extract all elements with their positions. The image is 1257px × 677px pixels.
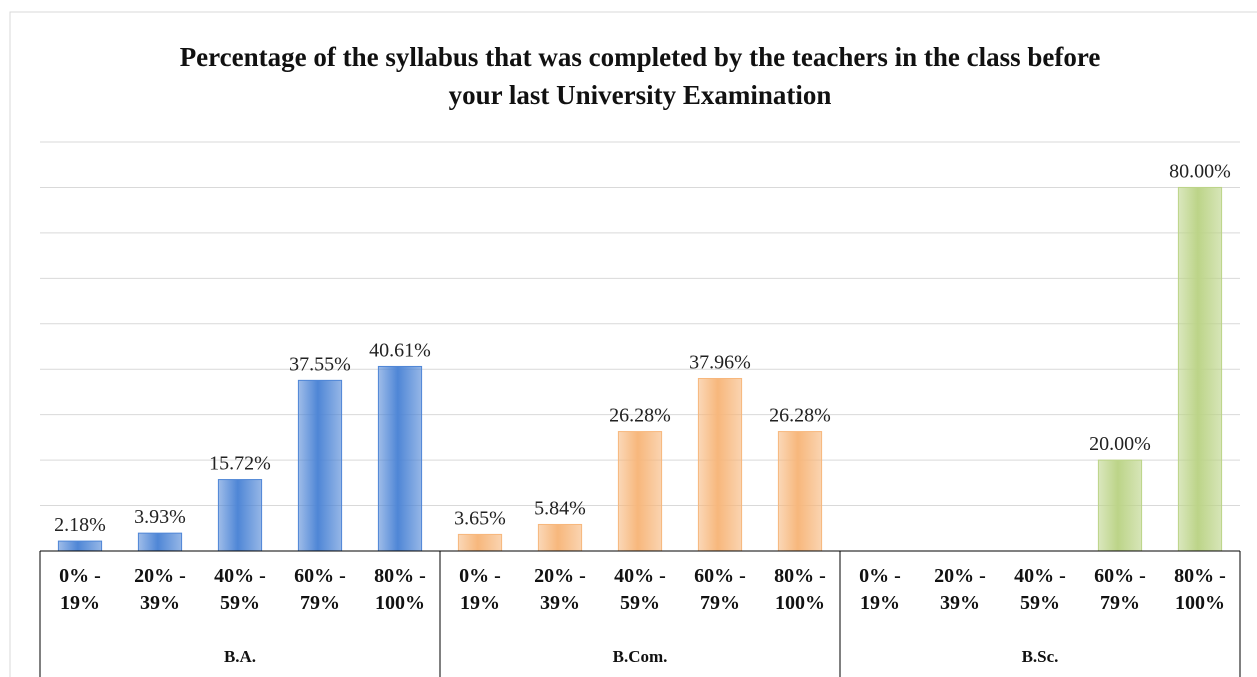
group-label: B.Sc.	[1021, 647, 1059, 666]
group-label: B.A.	[223, 647, 257, 666]
x-tick-label: 80% - 100%	[374, 565, 426, 614]
x-tick-label: 20% - 39%	[534, 565, 586, 614]
x-tick-label: 20% - 39%	[934, 565, 986, 614]
chart-title: Percentage of the syllabus that was comp…	[179, 42, 1101, 110]
data-label: 20.00%	[1089, 433, 1151, 455]
group-label: B.Com.	[612, 647, 668, 666]
x-tick-label: 60% - 79%	[1094, 565, 1146, 614]
bar	[137, 532, 183, 552]
x-tick-label: 20% - 39%	[134, 565, 186, 614]
bar	[377, 365, 423, 552]
data-label: 5.84%	[534, 497, 586, 519]
bar	[1097, 459, 1143, 552]
data-label: 15.72%	[209, 453, 271, 475]
bar	[217, 479, 263, 552]
x-tick-label: 0% - 19%	[59, 565, 101, 614]
bar	[297, 379, 343, 552]
data-label: 2.18%	[54, 514, 106, 536]
x-tick-label: 40% - 59%	[214, 565, 266, 614]
bar	[457, 533, 503, 552]
x-tick-label: 60% - 79%	[294, 565, 346, 614]
data-label: 37.55%	[289, 353, 351, 375]
data-label: 40.61%	[369, 339, 431, 361]
x-tick-label: 60% - 79%	[694, 565, 746, 614]
data-label: 26.28%	[609, 405, 671, 427]
bar	[57, 540, 103, 552]
data-label: 3.93%	[134, 506, 186, 528]
bar	[697, 377, 743, 552]
data-label: 26.28%	[769, 405, 831, 427]
x-tick-label: 40% - 59%	[1014, 565, 1066, 614]
x-tick-label: 0% - 19%	[459, 565, 501, 614]
bar	[537, 523, 583, 552]
x-tick-label: 80% - 100%	[1174, 565, 1226, 614]
data-label: 3.65%	[454, 507, 506, 529]
chart-border	[9, 11, 1257, 677]
bar	[1177, 186, 1223, 552]
data-label: 80.00%	[1169, 160, 1231, 182]
bar	[777, 431, 823, 552]
bar	[617, 431, 663, 552]
data-label: 37.96%	[689, 351, 751, 373]
x-tick-label: 0% - 19%	[859, 565, 901, 614]
x-tick-label: 80% - 100%	[774, 565, 826, 614]
x-tick-label: 40% - 59%	[614, 565, 666, 614]
